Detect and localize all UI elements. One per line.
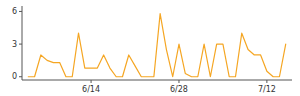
x-tick <box>91 80 92 83</box>
chart-container: 0 3 6 6/14 6/28 7/12 <box>0 0 300 96</box>
plot-area <box>28 14 285 77</box>
x-tick-label: 7/12 <box>258 85 276 94</box>
y-tick-label: 3 <box>12 40 17 49</box>
x-tick <box>266 80 267 83</box>
x-tick-label: 6/28 <box>170 85 188 94</box>
y-tick <box>19 76 22 77</box>
x-tick-label: 6/14 <box>82 85 100 94</box>
y-axis-line <box>22 6 23 80</box>
y-tick-label: 0 <box>12 72 17 81</box>
y-tick <box>19 11 22 12</box>
x-tick <box>178 80 179 83</box>
x-axis-line <box>22 80 292 81</box>
y-tick <box>19 44 22 45</box>
y-tick-label: 6 <box>12 7 17 16</box>
chart: 0 3 6 6/14 6/28 7/12 <box>0 0 300 96</box>
data-line <box>28 14 285 77</box>
